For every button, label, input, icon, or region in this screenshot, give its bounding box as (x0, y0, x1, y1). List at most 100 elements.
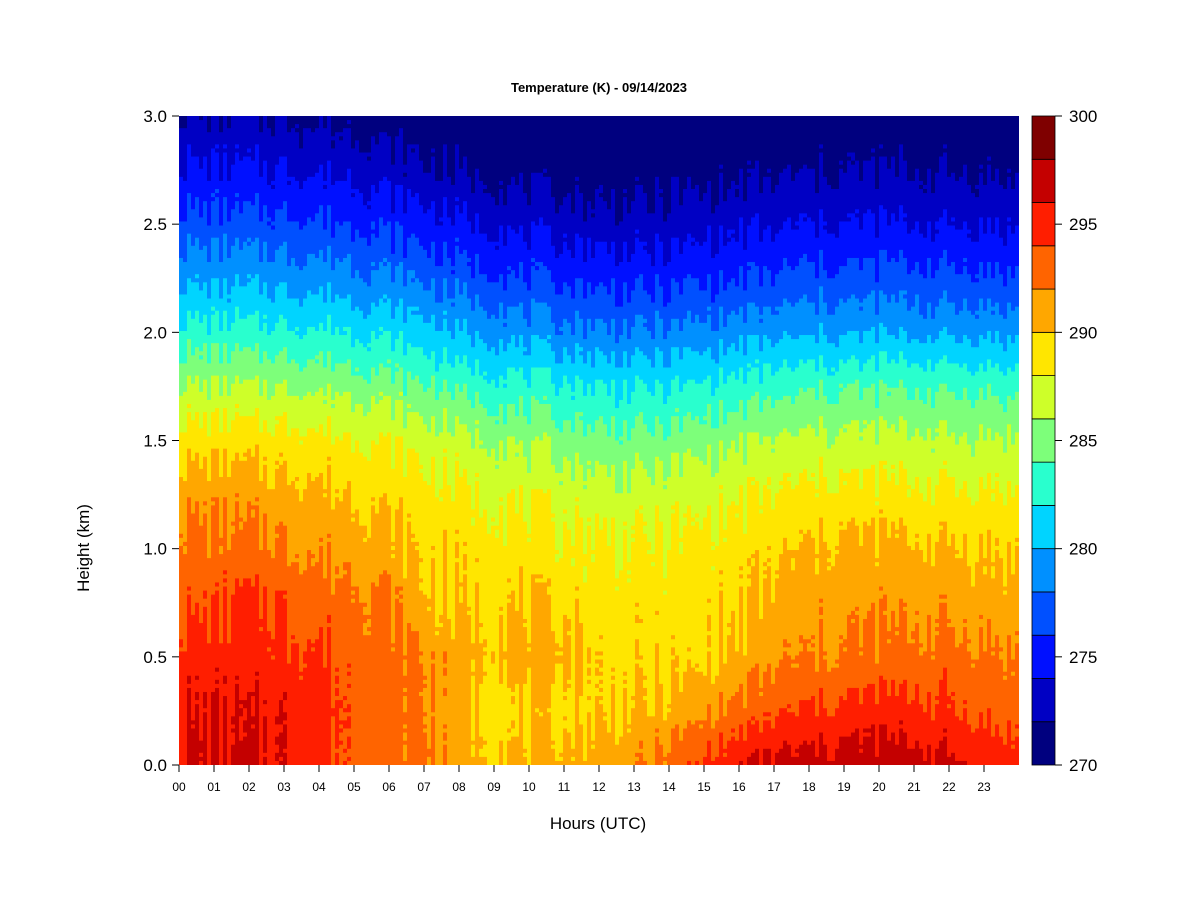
heatmap-cell (223, 497, 228, 571)
heatmap-cell (287, 116, 292, 133)
heatmap-cell (747, 399, 752, 433)
heatmap-cell (483, 274, 488, 312)
heatmap-cell (571, 558, 576, 567)
heatmap-cell (663, 116, 668, 223)
heatmap-cell (523, 318, 528, 348)
heatmap-cell (843, 529, 848, 640)
heatmap-cell (807, 359, 812, 389)
heatmap-cell (815, 554, 820, 559)
heatmap-cell (259, 294, 264, 332)
heatmap-cell (615, 306, 620, 344)
heatmap-cell (235, 237, 240, 275)
heatmap-cell (499, 440, 504, 498)
heatmap-cell (499, 614, 504, 685)
heatmap-cell (251, 505, 256, 511)
heatmap-cell (975, 399, 980, 442)
heatmap-cell (347, 221, 352, 255)
heatmap-cell (771, 375, 776, 409)
heatmap-cell (907, 643, 912, 705)
heatmap-cell (767, 720, 772, 750)
heatmap-cell (499, 189, 504, 227)
heatmap-cell (343, 326, 348, 332)
heatmap-cell (187, 339, 192, 377)
heatmap-cell (291, 428, 296, 482)
heatmap-cell (263, 704, 268, 717)
heatmap-cell (771, 116, 776, 194)
heatmap-cell (695, 521, 700, 665)
heatmap-cell (231, 116, 236, 166)
heatmap-cell (235, 306, 240, 344)
heatmap-cell (763, 562, 768, 567)
heatmap-cell (1015, 485, 1019, 539)
heatmap-cell (635, 375, 640, 417)
heatmap-cell (839, 639, 844, 644)
heatmap-cell (223, 683, 228, 697)
heatmap-cell (515, 444, 520, 454)
heatmap-cell (579, 237, 584, 279)
heatmap-cell (767, 306, 772, 340)
heatmap-cell (791, 712, 796, 758)
heatmap-cell (487, 241, 492, 283)
heatmap-cell (327, 383, 332, 417)
x-tick-label: 04 (312, 780, 326, 794)
heatmap-cell (315, 432, 320, 478)
heatmap-cell (435, 330, 440, 373)
heatmap-cell (575, 233, 580, 279)
colorbar-swatch (1031, 548, 1056, 593)
heatmap-cell (299, 306, 304, 340)
heatmap-cell (599, 679, 604, 685)
heatmap-cell (723, 326, 728, 356)
heatmap-cell (695, 184, 700, 243)
heatmap-cell (599, 416, 604, 466)
heatmap-cell (971, 347, 976, 377)
heatmap-cell (915, 294, 920, 340)
heatmap-cell (903, 606, 908, 612)
heatmap-cell (855, 298, 860, 332)
heatmap-cell (631, 253, 636, 292)
heatmap-cell (315, 294, 320, 332)
heatmap-cell (179, 116, 184, 129)
heatmap-cell (931, 371, 936, 409)
heatmap-cell (743, 740, 748, 765)
heatmap-cell (683, 452, 688, 515)
heatmap-cell (947, 225, 952, 267)
heatmap-cell (235, 452, 240, 494)
heatmap-cell (211, 314, 216, 344)
heatmap-cell (751, 168, 756, 219)
heatmap-cell (903, 732, 908, 765)
heatmap-cell (555, 663, 560, 762)
heatmap-cell (191, 460, 196, 515)
heatmap-cell (807, 529, 812, 640)
heatmap-cell (255, 274, 260, 312)
heatmap-cell (751, 716, 756, 721)
heatmap-cell (895, 635, 900, 697)
heatmap-cell (671, 505, 676, 511)
heatmap-cell (243, 700, 248, 709)
heatmap-cell (903, 290, 908, 296)
heatmap-cell (723, 756, 728, 765)
heatmap-cell (443, 116, 448, 145)
heatmap-cell (447, 330, 452, 365)
heatmap-cell (379, 298, 384, 328)
heatmap-cell (983, 399, 988, 442)
heatmap-cell (403, 286, 408, 324)
heatmap-cell (643, 760, 648, 765)
heatmap-cell (635, 614, 640, 624)
heatmap-cell (739, 578, 744, 588)
heatmap-cell (779, 708, 784, 750)
heatmap-cell (419, 696, 424, 765)
heatmap-cell (515, 610, 520, 685)
heatmap-cell (487, 318, 492, 352)
heatmap-cell (1015, 541, 1019, 547)
heatmap-cell (275, 286, 280, 324)
heatmap-cell (891, 732, 896, 765)
heatmap-cell (723, 355, 728, 385)
heatmap-cell (487, 416, 492, 458)
heatmap-cell (723, 290, 728, 328)
heatmap-cell (591, 477, 596, 551)
heatmap-cell (403, 744, 408, 762)
heatmap-cell (1015, 545, 1019, 632)
heatmap-cell (711, 302, 716, 332)
heatmap-cell (935, 116, 940, 174)
heatmap-cell (715, 472, 720, 547)
